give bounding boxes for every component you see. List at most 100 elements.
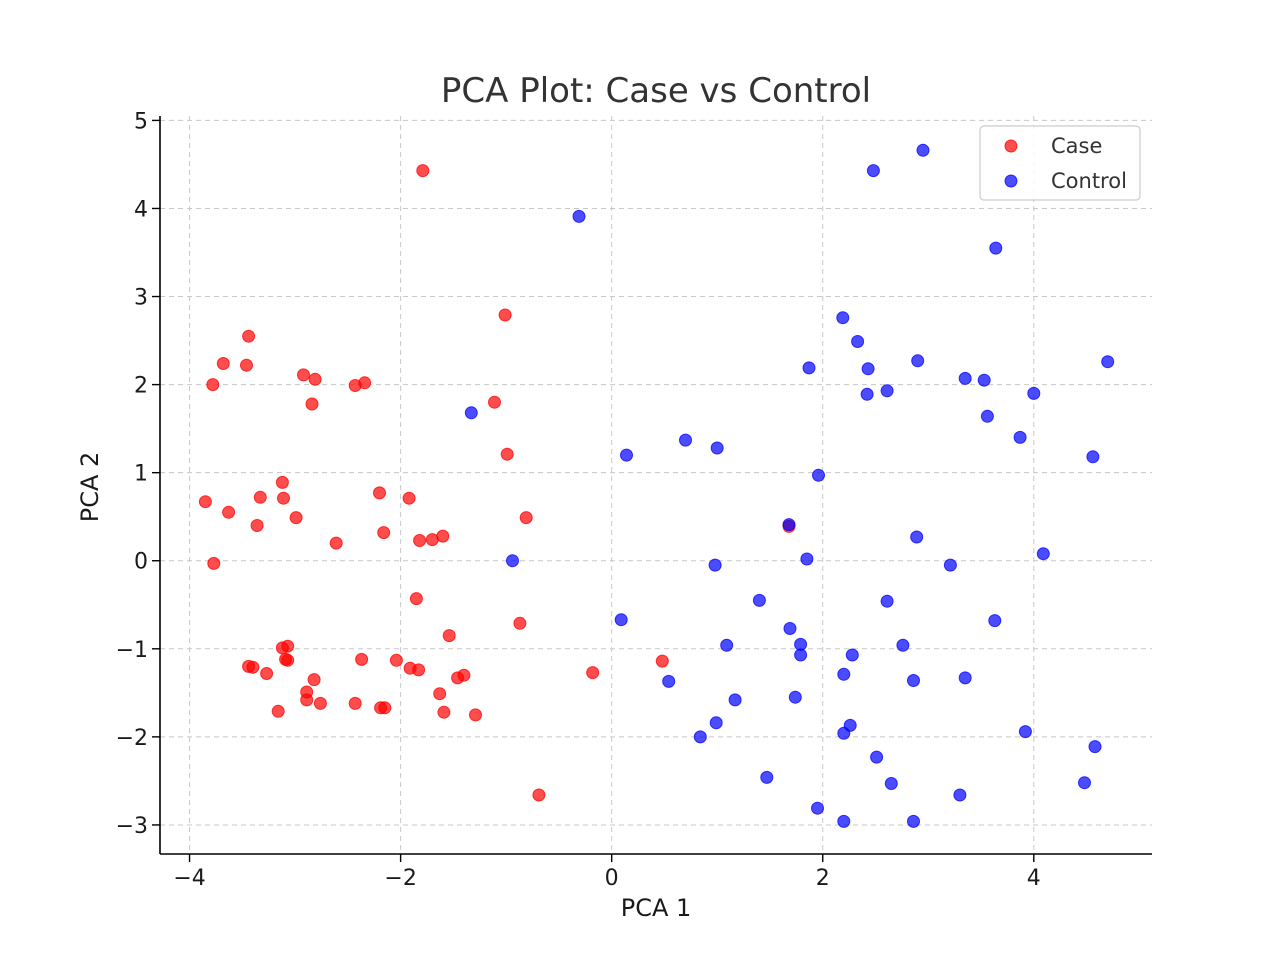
- case-point: [378, 701, 392, 715]
- control-point: [752, 593, 766, 607]
- control-point: [1086, 450, 1100, 464]
- control-point: [880, 384, 894, 398]
- case-point: [277, 491, 290, 505]
- control-point: [802, 361, 816, 375]
- control-point: [1088, 740, 1102, 754]
- y-tick-label: 0: [134, 550, 148, 575]
- case-point: [532, 788, 546, 802]
- control-point: [1018, 725, 1032, 739]
- x-tick-label: −4: [173, 866, 205, 891]
- y-tick-label: 1: [134, 462, 148, 487]
- case-point: [433, 687, 447, 701]
- control-point: [708, 558, 722, 572]
- y-tick-label: 4: [134, 197, 148, 222]
- legend-label-control: Control: [1051, 169, 1127, 193]
- case-point: [586, 666, 600, 680]
- control-point: [728, 693, 742, 707]
- case-point: [373, 486, 386, 500]
- control-point: [911, 354, 925, 368]
- case-point: [198, 495, 212, 509]
- control-point: [837, 667, 851, 681]
- case-point: [436, 529, 450, 543]
- case-point: [358, 376, 372, 390]
- case-point: [389, 653, 403, 667]
- case-point: [297, 368, 310, 382]
- control-point: [980, 409, 994, 423]
- case-point: [519, 511, 533, 525]
- case-point: [260, 667, 274, 680]
- case-point: [246, 660, 260, 674]
- case-point: [207, 556, 221, 570]
- control-point: [662, 674, 676, 688]
- case-point: [377, 526, 391, 540]
- case-point: [281, 639, 295, 653]
- case-point: [216, 357, 230, 370]
- case-point: [250, 519, 264, 532]
- control-point: [977, 373, 991, 387]
- legend-box: [979, 125, 1141, 201]
- case-point: [289, 511, 303, 525]
- control-point: [910, 530, 924, 544]
- y-tick-label: 3: [134, 286, 148, 311]
- x-axis-title: PCA 1: [621, 894, 692, 922]
- control-point: [958, 371, 972, 385]
- case-point: [412, 663, 426, 677]
- case-point: [416, 164, 430, 178]
- case-point: [402, 491, 416, 505]
- case-point: [500, 447, 514, 461]
- control-point: [845, 648, 859, 662]
- case-point: [498, 308, 512, 322]
- axes: −4 −2 0 2 4 −3 −2 −1 0 1 2 3 4 5: [116, 109, 1152, 891]
- control-point: [989, 241, 1003, 255]
- control-point: [861, 362, 875, 376]
- case-point: [488, 395, 501, 409]
- control-point: [896, 638, 910, 652]
- case-point: [308, 372, 322, 386]
- case-point: [457, 668, 471, 682]
- control-point: [1101, 355, 1115, 369]
- case-point: [355, 652, 369, 666]
- case-point: [222, 505, 236, 519]
- x-tick-label: −2: [384, 866, 416, 891]
- case-point: [329, 536, 343, 550]
- control-point: [907, 674, 920, 687]
- case-point: [442, 629, 456, 643]
- case-point: [271, 704, 285, 718]
- control-point: [788, 690, 802, 704]
- case-point: [409, 592, 423, 606]
- x-tick-label: 4: [1027, 866, 1041, 891]
- control-point: [866, 164, 880, 178]
- control-point: [907, 814, 920, 828]
- control-point: [1036, 547, 1050, 561]
- control-point: [794, 648, 808, 662]
- legend-marker-case: [1004, 139, 1018, 153]
- case-point: [281, 653, 295, 667]
- control-point: [870, 750, 884, 764]
- control-point: [988, 614, 1002, 628]
- control-point: [693, 730, 707, 744]
- y-tick-label: 5: [134, 109, 148, 134]
- legend-label-case: Case: [1051, 134, 1102, 158]
- control-point: [837, 726, 851, 740]
- control-point: [884, 777, 898, 790]
- case-point: [469, 708, 482, 722]
- control-point: [506, 554, 519, 568]
- control-point: [783, 622, 797, 635]
- case-point: [242, 329, 256, 343]
- case-point: [513, 616, 527, 630]
- case-point: [253, 490, 267, 504]
- control-point: [1078, 776, 1091, 790]
- control-point: [620, 448, 633, 462]
- x-tick-label: 2: [816, 866, 830, 891]
- y-tick-label: −3: [116, 814, 148, 839]
- control-point: [709, 716, 723, 730]
- case-point: [206, 378, 220, 392]
- data-points: [198, 143, 1115, 828]
- control-point: [464, 406, 478, 420]
- case-point: [275, 475, 289, 489]
- case-point: [348, 696, 362, 710]
- control-point: [614, 613, 628, 627]
- control-point: [1027, 386, 1041, 400]
- control-point: [851, 335, 865, 348]
